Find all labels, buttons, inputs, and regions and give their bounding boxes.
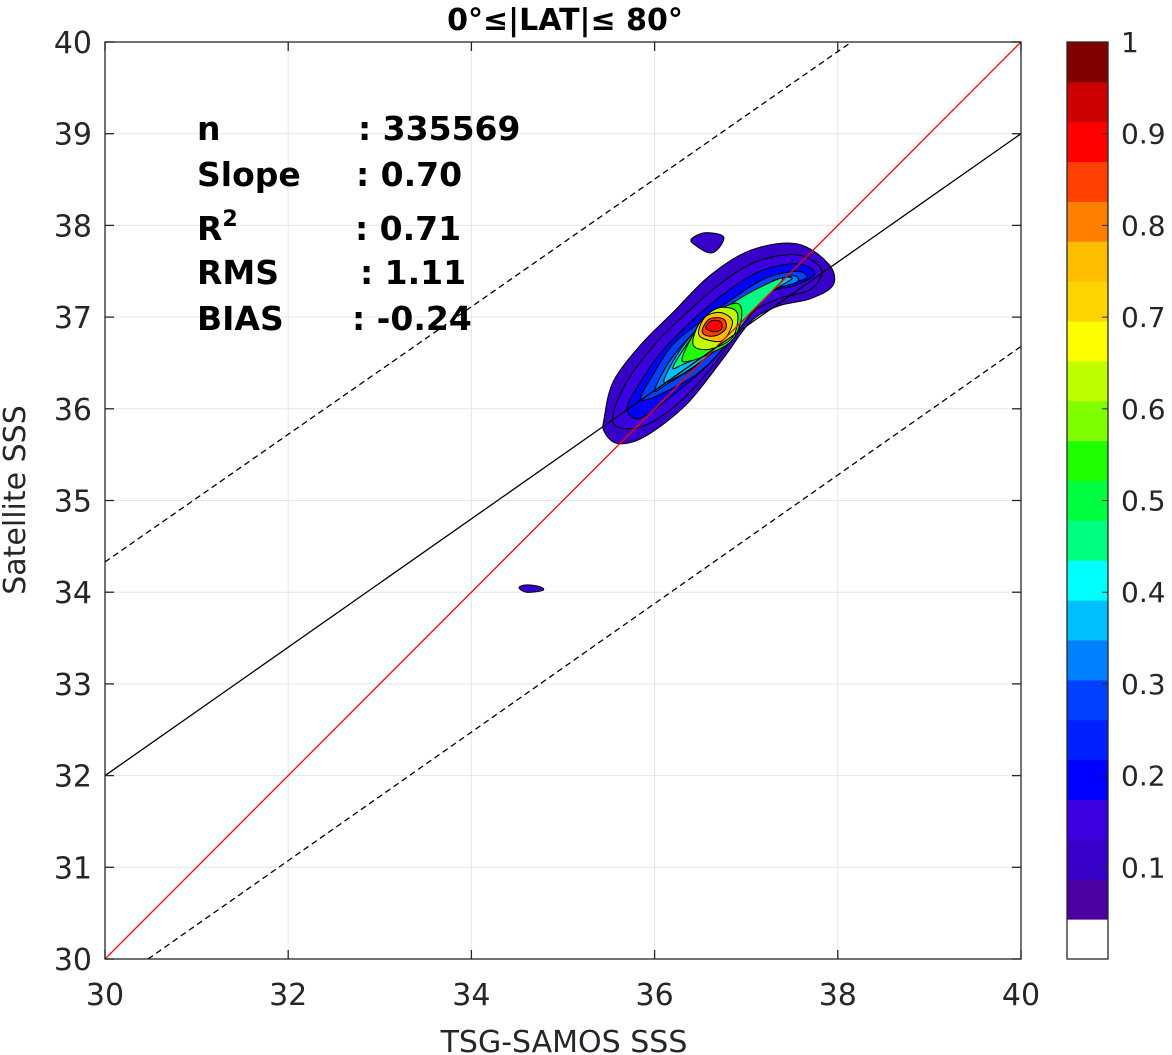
chart-title: 0°≤|LAT|≤ 80°	[447, 3, 683, 38]
y-tick-label: 39	[54, 118, 92, 153]
y-tick-label: 38	[54, 209, 92, 244]
y-tick-label: 36	[54, 393, 92, 428]
colorbar-segment	[1067, 799, 1108, 840]
colorbar-tick-label: 0.8	[1121, 209, 1166, 242]
colorbar-tick-label: 0.9	[1121, 118, 1166, 151]
colorbar-segment	[1067, 360, 1108, 402]
y-tick-label: 30	[54, 943, 92, 978]
lower-bound-line	[147, 345, 1021, 959]
upper-bound-line	[105, 42, 852, 563]
colorbar-segment	[1067, 520, 1108, 561]
colorbar-segment	[1067, 201, 1108, 242]
colorbar-segment	[1067, 640, 1108, 681]
colorbar-segment	[1067, 281, 1108, 322]
stats-value: : 0.70	[356, 155, 462, 194]
colorbar-segment	[1067, 919, 1108, 960]
stats-box: n : 335569 Slope : 0.70 R2 : 0.71 RMS : 1.11 BIA…	[197, 109, 520, 338]
x-tick-label: 36	[636, 978, 674, 1013]
colorbar-segment	[1067, 879, 1108, 920]
x-tick-label: 38	[819, 978, 857, 1013]
stats-value: : 335569	[358, 109, 520, 148]
colorbar-segment	[1067, 42, 1108, 83]
fit-line	[105, 133, 1021, 777]
x-tick-label: 34	[452, 978, 490, 1013]
contour-group	[518, 232, 836, 593]
colorbar-tick-label: 1	[1121, 26, 1139, 59]
contour-level-0.05	[690, 232, 725, 254]
y-tick-label: 40	[54, 26, 92, 61]
stats-value: : 1.11	[360, 253, 466, 292]
x-axis-label: TSG-SAMOS SSS	[440, 1025, 688, 1055]
colorbar-tick-label: 0.7	[1121, 301, 1166, 334]
colorbar-segment	[1067, 759, 1108, 801]
y-tick-label: 31	[54, 851, 92, 886]
colorbar-segment	[1067, 241, 1108, 282]
one-to-one-line	[105, 42, 1021, 959]
y-tick-label: 32	[54, 760, 92, 795]
colorbar-segment	[1067, 600, 1108, 641]
colorbar-segment	[1067, 679, 1108, 721]
x-tick-label: 32	[269, 978, 307, 1013]
y-tick-label: 34	[54, 576, 92, 611]
x-tick-label: 30	[86, 978, 124, 1013]
colorbar-segment	[1067, 440, 1108, 482]
y-axis-label: Satellite SSS	[0, 405, 33, 595]
stats-label: Slope	[197, 155, 301, 194]
colorbar-tick-label: 0.5	[1121, 485, 1166, 518]
y-tick-label: 35	[54, 485, 92, 520]
plot-area: 30 32 34 36 38 40 30 31 32 33 34 35 36 37 38 39 40	[54, 26, 1040, 1013]
stats-value: : 0.71	[355, 209, 461, 248]
contour-level-0.05	[518, 584, 545, 593]
y-tick-label: 33	[54, 668, 92, 703]
reference-lines	[105, 42, 1021, 959]
stats-value: : -0.24	[352, 299, 472, 338]
colorbar-tick-label: 0.2	[1121, 760, 1166, 793]
colorbar-segment	[1067, 121, 1108, 163]
colorbar-segment	[1067, 480, 1108, 521]
colorbar-tick-label: 0.6	[1121, 393, 1166, 426]
colorbar: 0.1 0.2 0.3 0.4 0.5 0.6 0.7 0.8 0.9 1	[1066, 26, 1166, 960]
colorbar-segment	[1067, 719, 1108, 761]
colorbar-segment	[1067, 839, 1108, 880]
contour-level-0.9	[705, 319, 723, 333]
stats-label: BIAS	[197, 299, 284, 338]
colorbar-segment	[1067, 400, 1108, 442]
colorbar-tick-label: 0.3	[1121, 668, 1166, 701]
x-tick-label: 40	[1002, 978, 1040, 1013]
colorbar-tick-label: 0.1	[1121, 851, 1166, 884]
stats-label: R2	[197, 207, 238, 248]
colorbar-segment	[1067, 560, 1108, 601]
colorbar-segment	[1067, 81, 1108, 123]
colorbar-segment	[1067, 161, 1108, 202]
y-tick-label: 37	[54, 301, 92, 336]
stats-superscript: 2	[222, 207, 237, 232]
stats-label: RMS	[197, 253, 279, 292]
stats-label: n	[197, 109, 221, 148]
colorbar-segment	[1067, 321, 1108, 362]
colorbar-tick-label: 0.4	[1121, 576, 1166, 609]
